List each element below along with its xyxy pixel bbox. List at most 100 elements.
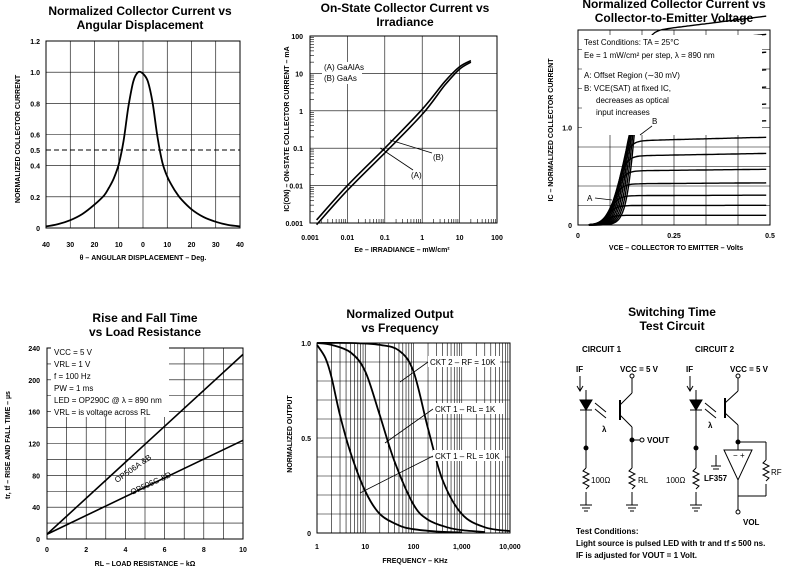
chart5-leader-ckt2 [399,361,429,383]
chart2-legend-backdrop [322,62,362,84]
chart3-title-line1: Normalized Collector Current vs [582,0,766,11]
chart1-x-tick: 30 [66,242,74,249]
chart4-cond-vcc: VCC = 5 V [54,348,93,357]
chart4-y-tick: 0 [36,537,40,544]
chart5-title-line1: Normalized Output [346,307,453,321]
circuit1-lambda: λ [602,425,607,434]
chart4-x-tick: 2 [84,547,88,554]
circuit1-led-symbol [579,399,593,411]
chart4-x-tick: 6 [163,547,167,554]
circuit-title-line2: Test Circuit [639,319,704,333]
circuit1-ground-right [626,504,638,512]
chart1-y-tick: 0.4 [30,164,40,171]
circuit2-light-ray-2 [704,408,717,419]
chart5-ckt1-rl1k-curve [316,342,485,533]
chart2-title-line2: Irradiance [376,15,434,29]
chart1-x-tick: 40 [42,242,50,249]
chart1-y-tick: 0 [36,226,40,233]
chart-collector-emitter-voltage: Normalized Collector Current vs Collecto… [548,0,775,252]
circuit2-100ohm-label: 100Ω [666,476,685,485]
chart3-curve [588,136,767,226]
circuit2-vol-label: VOL [743,518,760,527]
circuit2-vcc-terminal [735,373,741,379]
chart3-annotation-backdrop [582,35,762,135]
circuit2-light-ray-1 [704,402,717,413]
chart4-y-tick: 40 [32,505,40,512]
circuit2-led-symbol [689,399,703,411]
chart3-y-axis-label: IC – NORMALIZED COLLECTOR CURRENT [548,58,555,202]
chart1-x-tick: 10 [163,242,171,249]
chart5-label-ckt2: CKT 2 – RF = 10K [430,358,496,367]
chart2-x-tick: 0.001 [301,235,319,242]
chart2-y-tick: 0.001 [285,221,303,228]
chart2-y-tick: 0.1 [293,146,303,153]
chart5-x-axis-label: FREQUENCY – KHz [382,558,448,565]
chart5-x-tick: 10 [361,544,369,551]
chart4-op506ab-line [46,353,244,535]
chart5-x-tick: 1 [315,544,319,551]
circuit1-light-ray-2 [594,408,607,419]
chart1-grid [45,40,241,229]
chart1-y-tick: 1.0 [30,70,40,77]
chart4-y-tick: 240 [28,346,40,353]
chart1-y-tick: 0.6 [30,133,40,140]
circuit2-opamp-minus: − [733,451,738,460]
chart2-x-tick: 1 [420,235,424,242]
chart1-x-tick: 40 [236,242,244,249]
circuit1-100ohm-resistor [581,467,591,490]
chart4-y-axis-label: tr, tf – RISE AND FALL TIME – µs [5,391,12,499]
chart5-y-tick: 1.0 [301,341,311,348]
chart2-curve-label-b: (B) [433,153,444,162]
chart1-y-tick: 0.5 [30,148,40,155]
circuit2-opamp-triangle [723,449,753,482]
chart2-legend-b: (B) GaAs [324,74,357,83]
chart2-series-b-curve [316,61,472,226]
chart4-x-tick: 10 [239,547,247,554]
circuit1-transistor-collector [619,392,633,406]
chart4-x-tick: 4 [123,547,127,554]
chart5-label-backdrop-2 [433,403,503,414]
chart1-title-line1: Normalized Collector Current vs [48,4,232,18]
chart3-irradiance-step: Ee = 1 mW/cm² per step, λ = 890 nm [584,51,715,60]
chart3-marker-b: B [652,117,657,126]
chart1-x-tick: 10 [115,242,123,249]
chart4-cond-freq: f = 100 Hz [54,372,91,381]
chart3-x-axis-label: VCE – COLLECTOR TO EMITTER – Volts [609,245,743,252]
chart4-title-line1: Rise and Fall Time [92,311,197,325]
chart4-cond-vrl: VRL = 1 V [54,360,91,369]
circuit1-node-led [583,445,589,451]
chart2-title-line1: On-State Collector Current vs [321,1,490,15]
chart5-x-tick: 10,000 [499,544,521,551]
circuit1-100ohm-label: 100Ω [591,476,610,485]
circuit-1: CIRCUIT 1 IF λ 100Ω VCC = 5 V [576,345,669,512]
circuit-notes-line2: IF is adjusted for VOUT = 1 Volt. [576,551,697,560]
chart5-title-line2: vs Frequency [361,321,439,335]
circuit-notes-heading: Test Conditions: [576,527,639,536]
chart5-y-tick: 0 [307,531,311,538]
chart2-legend-a: (A) GaAlAs [324,63,364,72]
circuit2-transistor-emitter [724,412,739,426]
chart1-x-tick: 30 [212,242,220,249]
chart2-leader-b [389,139,433,154]
circuit2-node-led [693,445,699,451]
chart5-label-backdrop-1 [428,356,500,367]
circuit2-ground-opamp [711,465,721,470]
chart4-y-tick: 80 [32,473,40,480]
chart1-x-tick: 20 [91,242,99,249]
chart5-y-axis-label: NORMALIZED OUTPUT [287,395,294,473]
circuit2-100ohm-resistor [691,467,701,490]
circuit2-opamp-plus: + [740,451,745,460]
chart-irradiance: On-State Collector Current vs Irradiance… [284,1,503,254]
chart5-leader-ckt1-10k [359,455,434,494]
circuit-2: CIRCUIT 2 IF λ 100Ω VCC = 5 V [666,345,782,527]
circuit-title-line1: Switching Time [628,305,716,319]
chart2-y-axis-label: IC(ON) – ON-STATE COLLECTOR CURRENT – mA [284,46,291,211]
chart3-note-b-line3: input increases [596,108,650,117]
chart5-label-ckt1-1k: CKT 1 – RL = 1K [435,405,496,414]
chart-angular-displacement: Normalized Collector Current vs Angular … [15,4,244,262]
chart3-test-conditions: Test Conditions: TA = 25°C [584,38,679,47]
circuit-notes-line1: Light source is pulsed LED with tr and t… [576,539,765,548]
chart5-leader-ckt1-1k [384,408,434,444]
chart2-x-tick: 100 [491,235,503,242]
